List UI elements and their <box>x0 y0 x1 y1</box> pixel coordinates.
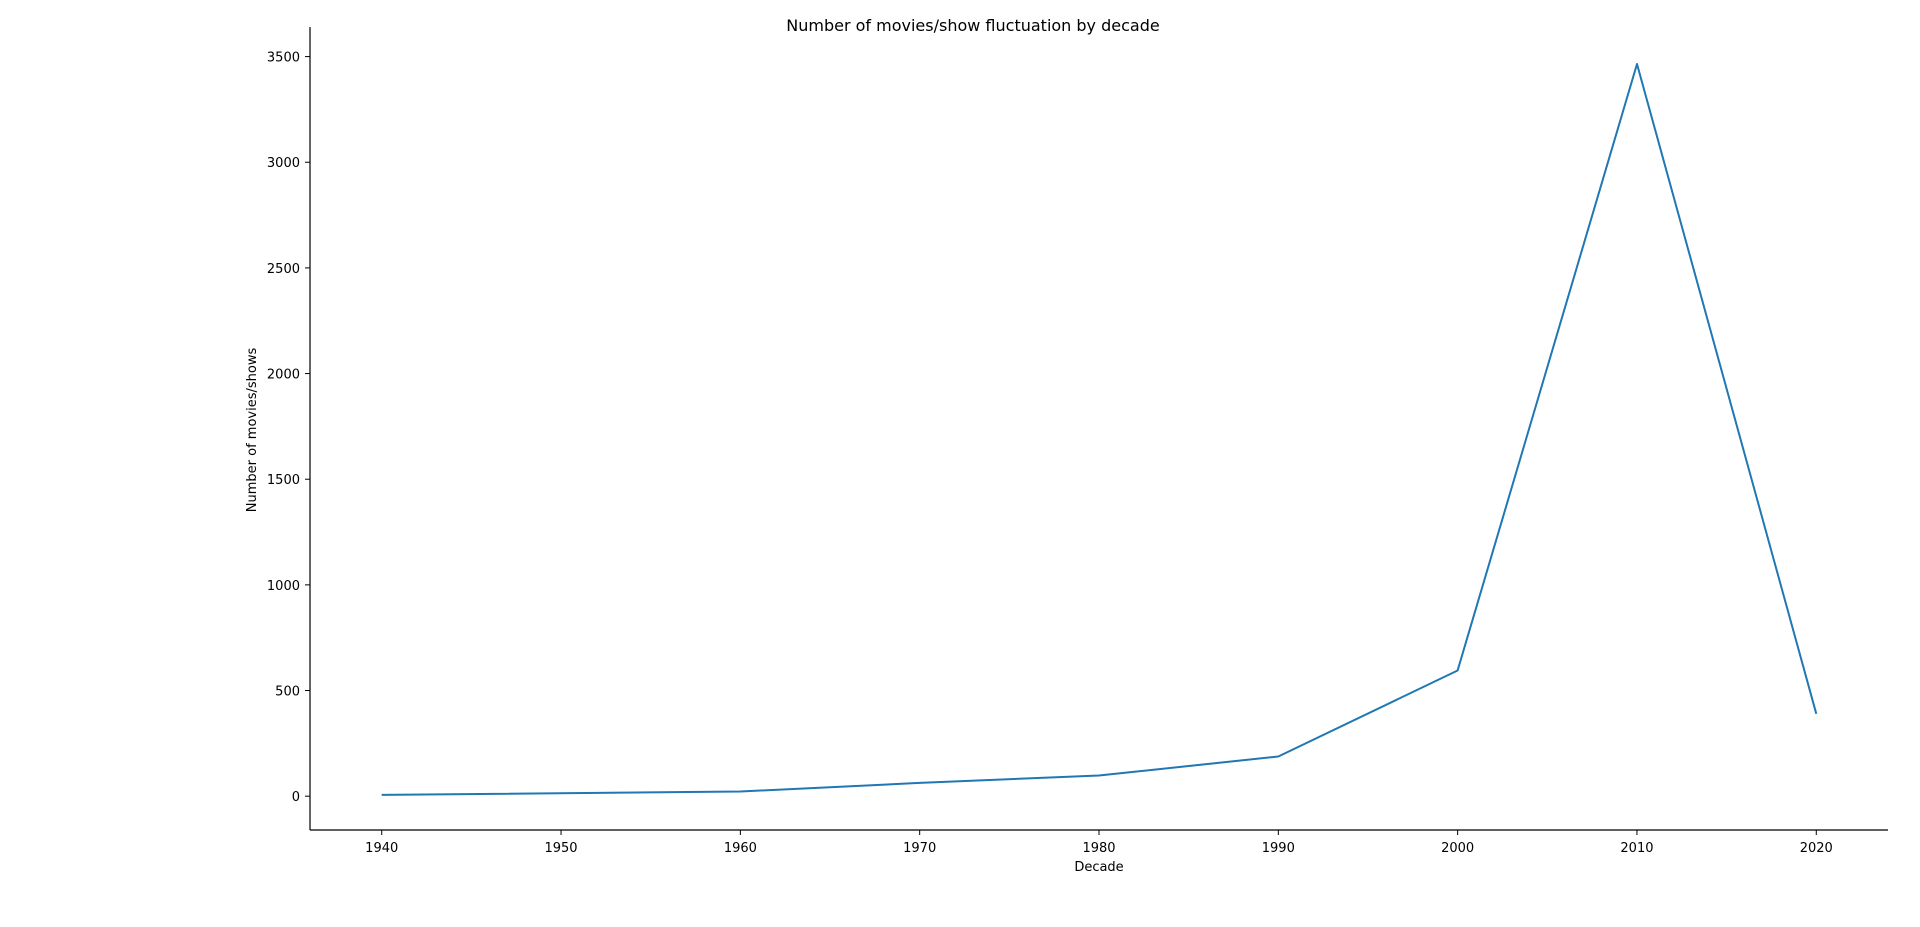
y-tick-label: 1000 <box>267 579 300 594</box>
series-line <box>381 63 1818 796</box>
y-axis-ticks: 0 500 1000 1500 2000 2500 3000 3500 <box>267 51 310 805</box>
y-tick-label: 3000 <box>267 156 300 171</box>
x-tick-label: 1940 <box>365 841 398 856</box>
x-axis-ticks: 1940 1950 1960 1970 1980 1990 2000 2010 2020 <box>365 830 1833 856</box>
x-tick-label: 2010 <box>1620 841 1653 856</box>
y-tick-label: 500 <box>275 685 300 700</box>
x-tick-label: 1980 <box>1082 841 1115 856</box>
x-tick-label: 1970 <box>903 841 936 856</box>
x-tick-label: 2020 <box>1800 841 1833 856</box>
y-tick-label: 0 <box>292 790 300 805</box>
y-tick-label: 1500 <box>267 473 300 488</box>
chart-title: Number of movies/show fluctuation by dec… <box>786 16 1159 35</box>
x-axis-label: Decade <box>1074 860 1123 875</box>
y-tick-label: 3500 <box>267 51 300 66</box>
plot-area: 1940 1950 1960 1970 1980 1990 2000 2010 2020 0 50… <box>267 27 1888 856</box>
x-tick-label: 1960 <box>724 841 757 856</box>
y-tick-label: 2500 <box>267 262 300 277</box>
series-points <box>381 63 1817 795</box>
y-axis-label: Number of movies/shows <box>245 348 260 513</box>
x-tick-label: 2000 <box>1441 841 1474 856</box>
y-tick-label: 2000 <box>267 368 300 383</box>
x-tick-label: 1950 <box>544 841 577 856</box>
x-tick-label: 1990 <box>1262 841 1295 856</box>
